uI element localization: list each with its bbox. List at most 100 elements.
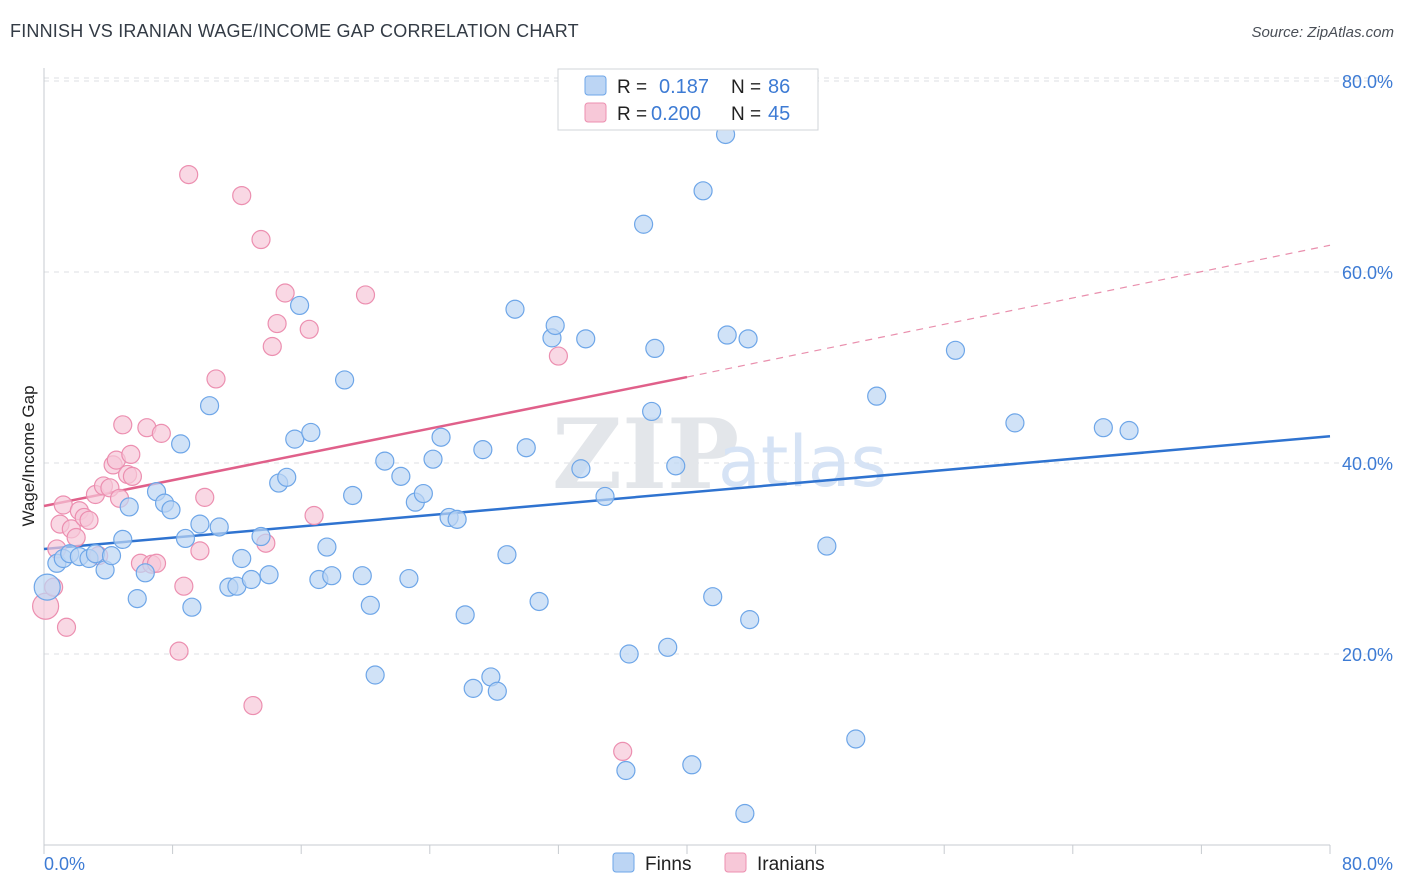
finns-point	[361, 596, 379, 614]
legend-r-label-finns: R =	[617, 77, 647, 98]
legend-r-value-iranians: 0.200	[651, 103, 701, 125]
legend-swatch-iranians	[585, 103, 606, 122]
finns-point	[659, 638, 677, 656]
finns-point	[201, 397, 219, 415]
y-tick-label-40: 40.0%	[1342, 454, 1393, 474]
iranians-point	[152, 424, 170, 442]
finns-point	[366, 666, 384, 684]
finns-point	[464, 679, 482, 697]
iranians-point	[175, 577, 193, 595]
finns-point	[741, 611, 759, 629]
iranians-trend-extension	[687, 245, 1330, 377]
finns-point	[392, 467, 410, 485]
finns-point	[103, 547, 121, 565]
legend-n-label-iranians: N =	[731, 104, 761, 125]
iranians-point	[58, 618, 76, 636]
finns-point	[34, 574, 60, 600]
finns-point	[517, 439, 535, 457]
finns-point	[414, 485, 432, 503]
finns-point	[667, 457, 685, 475]
iranians-point	[122, 445, 140, 463]
finns-point	[252, 528, 270, 546]
finns-point	[344, 486, 362, 504]
y-tick-labels: 20.0%40.0%60.0%80.0%	[1342, 72, 1393, 665]
finns-point	[577, 330, 595, 348]
scatter-chart: ZIP atlas 20.0%40.0%60.0%80.0% 0.0% 80.0…	[0, 0, 1406, 892]
finns-point	[136, 564, 154, 582]
finns-point	[617, 762, 635, 780]
bottom-legend-label-iranians: Iranians	[757, 854, 825, 875]
finns-point	[506, 300, 524, 318]
finns-point	[210, 518, 228, 536]
iranians-point	[252, 231, 270, 249]
legend-r-label-iranians: R =	[617, 104, 647, 125]
finns-point	[162, 501, 180, 519]
finns-point	[172, 435, 190, 453]
watermark-atlas: atlas	[718, 421, 887, 503]
finns-point	[318, 538, 336, 556]
legend-swatch-finns	[585, 76, 606, 95]
iranians-point	[305, 507, 323, 525]
finns-point	[596, 487, 614, 505]
finns-point	[646, 339, 664, 357]
finns-point	[946, 341, 964, 359]
iranians-point	[276, 284, 294, 302]
bottom-legend-label-finns: Finns	[645, 854, 691, 875]
legend-r-value-finns: 0.187	[659, 76, 709, 98]
finns-point	[424, 450, 442, 468]
finns-point	[694, 182, 712, 200]
finns-point	[868, 387, 886, 405]
finns-point	[818, 537, 836, 555]
iranians-point	[263, 337, 281, 355]
finns-point	[114, 530, 132, 548]
finns-point	[128, 590, 146, 608]
iranians-point	[614, 742, 632, 760]
finns-point	[291, 296, 309, 314]
finns-point	[456, 606, 474, 624]
finns-point	[336, 371, 354, 389]
finns-point	[474, 441, 492, 459]
finns-point	[120, 498, 138, 516]
finns-point	[736, 804, 754, 822]
finns-point	[1006, 414, 1024, 432]
iranians-point	[300, 320, 318, 338]
iranians-point	[233, 187, 251, 205]
series-legend: Finns Iranians	[613, 853, 825, 875]
iranians-point	[67, 528, 85, 546]
iranians-point	[114, 416, 132, 434]
iranians-point	[268, 315, 286, 333]
finns-point	[233, 550, 251, 568]
iranians-point	[196, 488, 214, 506]
finns-point	[432, 428, 450, 446]
finns-point	[278, 468, 296, 486]
finns-point	[242, 571, 260, 589]
iranians-point	[357, 286, 375, 304]
iranians-point	[123, 467, 141, 485]
finns-point	[530, 592, 548, 610]
finns-point	[546, 316, 564, 334]
y-tick-label-60: 60.0%	[1342, 263, 1393, 283]
finns-point	[643, 402, 661, 420]
y-tick-label-20: 20.0%	[1342, 645, 1393, 665]
iranians-point	[180, 166, 198, 184]
finns-point	[376, 452, 394, 470]
finns-point	[260, 566, 278, 584]
finns-point	[86, 545, 104, 563]
finns-point	[1120, 422, 1138, 440]
finns-point	[353, 567, 371, 585]
x-tick-label-min: 0.0%	[44, 854, 85, 874]
finns-point	[635, 215, 653, 233]
finns-point	[498, 546, 516, 564]
finns-point	[302, 423, 320, 441]
bottom-legend-swatch-iranians	[725, 853, 746, 872]
finns-point	[683, 756, 701, 774]
legend-n-value-iranians: 45	[768, 103, 790, 125]
finns-point	[191, 515, 209, 533]
finns-point	[323, 567, 341, 585]
iranians-point	[207, 370, 225, 388]
iranians-point	[54, 496, 72, 514]
finns-point	[183, 598, 201, 616]
iranians-point	[80, 511, 98, 529]
x-tick-label-max: 80.0%	[1342, 854, 1393, 874]
iranians-point	[170, 642, 188, 660]
